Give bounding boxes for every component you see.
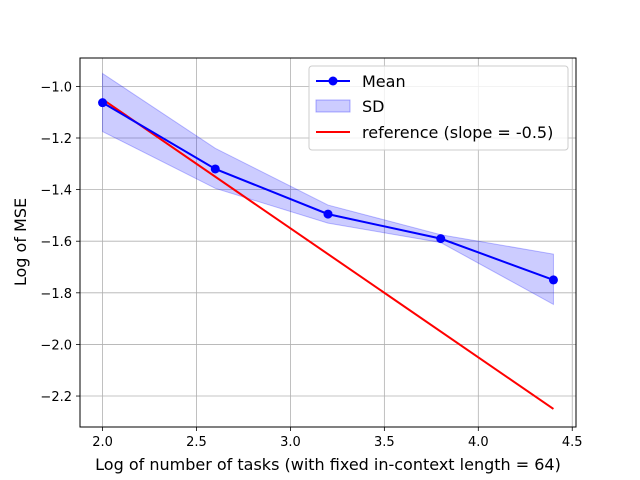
y-tick-label: −2.0 (40, 338, 72, 353)
mean-point (436, 234, 446, 244)
y-tick-label: −1.8 (40, 287, 72, 302)
legend-reference-label: reference (slope = -0.5) (362, 123, 553, 142)
sd-band (102, 72, 554, 306)
series-layer (98, 98, 558, 410)
legend-mean-marker (328, 76, 338, 86)
y-tick-label: −1.6 (40, 235, 72, 250)
x-tick-label: 3.0 (280, 435, 301, 450)
y-tick-label: −2.2 (40, 390, 72, 405)
x-tick-label: 2.5 (186, 435, 207, 450)
legend-mean-label: Mean (362, 72, 406, 91)
x-axis-label: Log of number of tasks (with fixed in-co… (95, 455, 561, 474)
mean-point (548, 275, 558, 285)
y-tick-label: −1.0 (40, 80, 72, 95)
y-axis: −1.0 −1.2 −1.4 −1.6 −1.8 −2.0 −2.2 (40, 80, 80, 405)
legend: Mean SD reference (slope = -0.5) (308, 65, 569, 151)
mean-point (323, 209, 333, 219)
x-tick-label: 4.0 (468, 435, 489, 450)
y-tick-label: −1.2 (40, 132, 72, 147)
x-tick-label: 2.0 (92, 435, 113, 450)
reference-line (101, 98, 555, 410)
x-tick-label: 3.5 (374, 435, 395, 450)
y-tick-label: −1.4 (40, 184, 72, 199)
x-tick-label: 4.5 (562, 435, 583, 450)
legend-sd-swatch (315, 99, 351, 113)
x-axis: 2.0 2.5 3.0 3.5 4.0 4.5 (92, 427, 583, 450)
legend-sd-label: SD (362, 97, 384, 116)
mean-point (98, 98, 108, 108)
plot-frame (79, 57, 577, 428)
mean-point (210, 164, 220, 174)
legend-frame (308, 65, 569, 151)
y-axis-label: Log of MSE (11, 198, 30, 286)
sd-band-layer (102, 72, 554, 306)
